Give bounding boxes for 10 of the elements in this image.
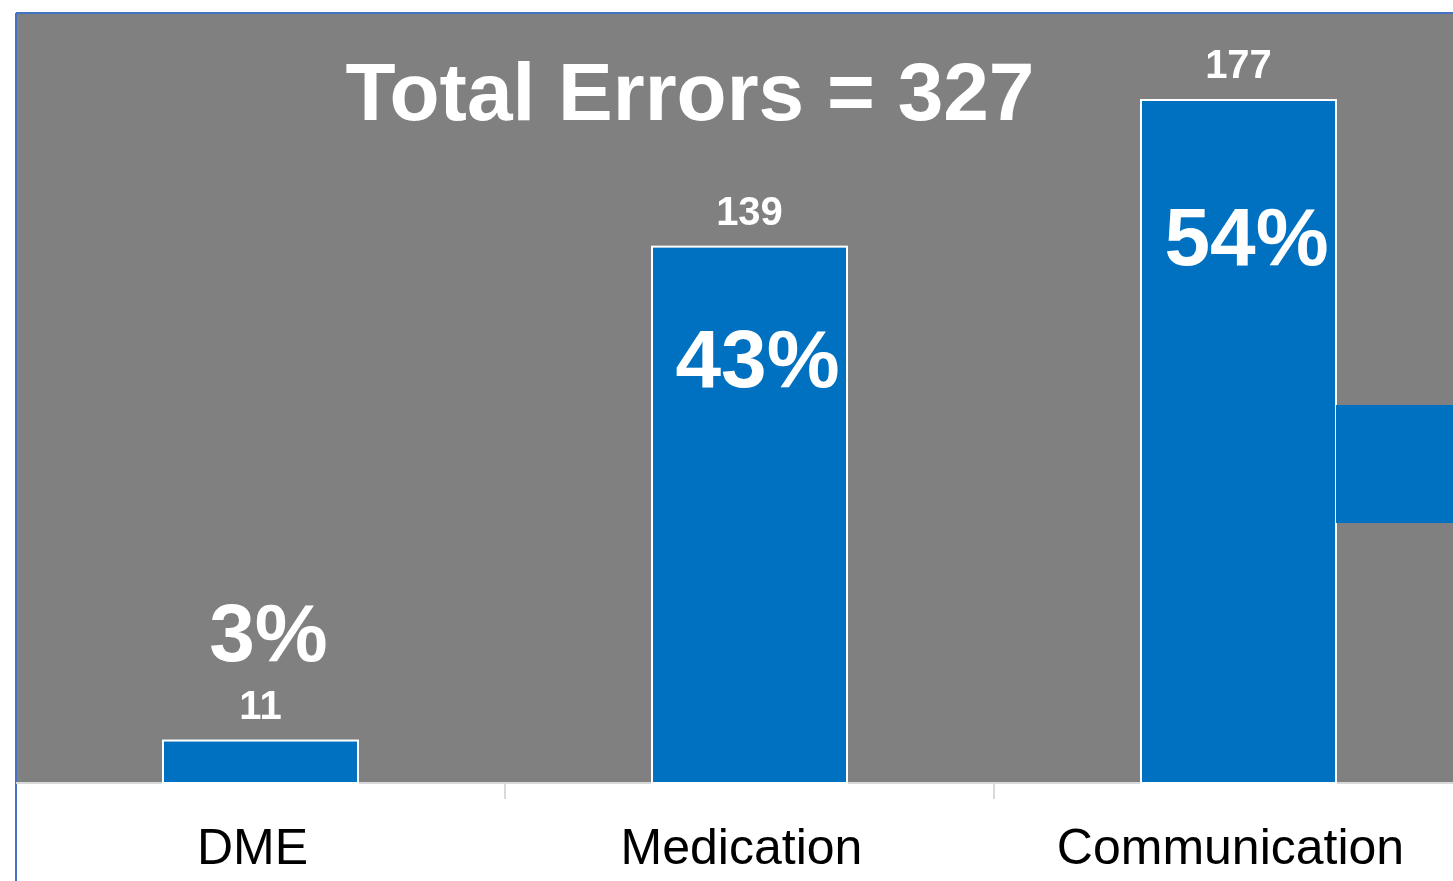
x-tick-label: DME <box>196 819 309 875</box>
data-label: 11 <box>239 682 282 727</box>
annotation: 3% <box>209 586 328 678</box>
data-label: 139 <box>716 188 783 233</box>
annotation: 54% <box>1164 191 1329 283</box>
annotation: 43% <box>675 312 840 404</box>
x-tick-label: Medication <box>620 819 863 875</box>
data-label: 177 <box>1205 42 1272 87</box>
chart-title: Total Errors = 327 <box>345 46 1035 137</box>
x-tick-label: Communication <box>1056 819 1405 875</box>
